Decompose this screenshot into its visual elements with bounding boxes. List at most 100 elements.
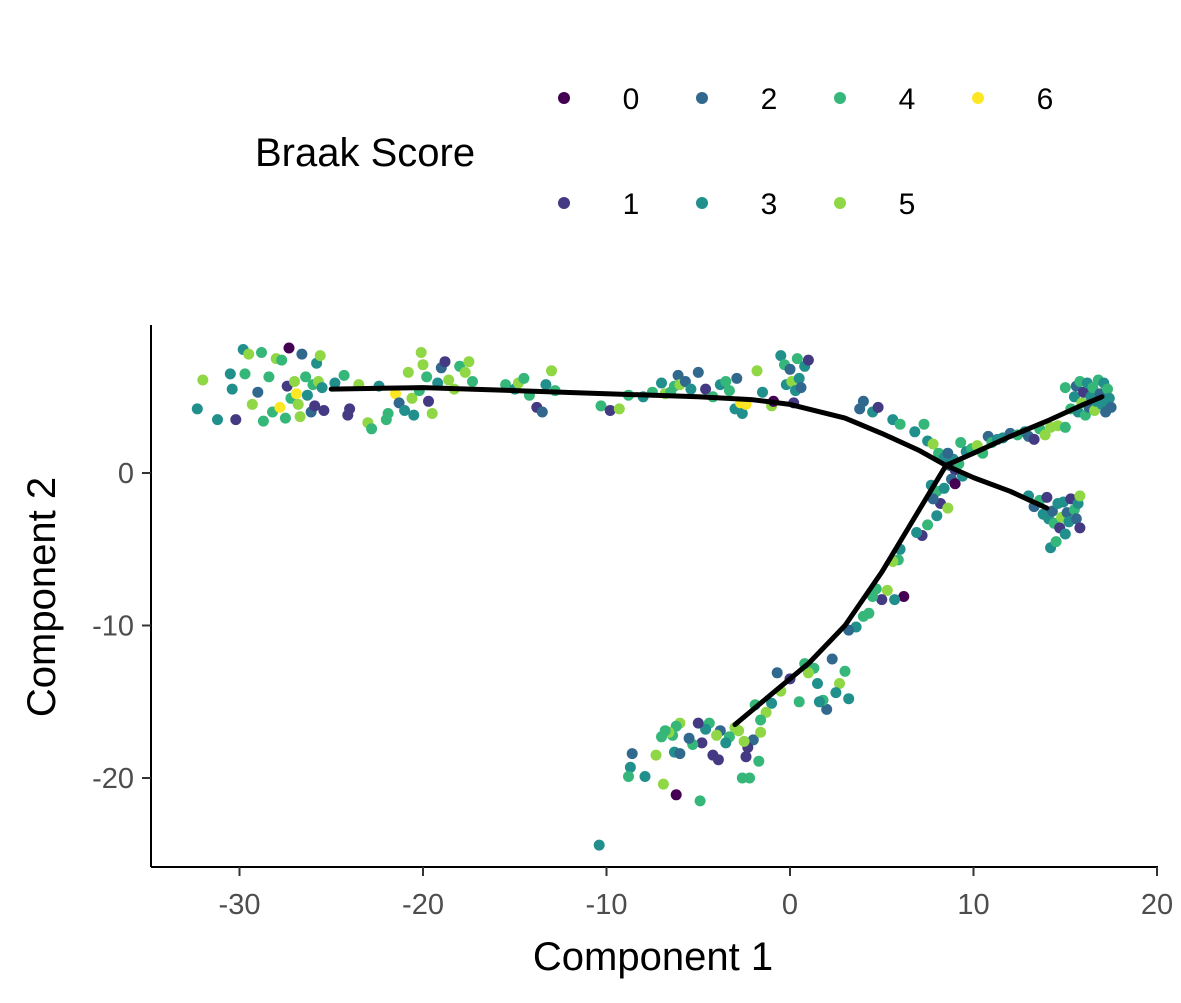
data-point xyxy=(289,376,300,387)
data-point xyxy=(626,748,638,760)
data-point xyxy=(329,377,341,389)
legend-swatch-5 xyxy=(834,197,846,209)
data-point xyxy=(191,403,203,415)
data-point xyxy=(467,376,478,387)
data-point xyxy=(338,369,350,381)
data-point xyxy=(415,347,427,358)
data-point xyxy=(1059,528,1071,540)
data-point xyxy=(292,398,304,410)
data-point xyxy=(212,414,223,426)
data-point xyxy=(224,368,236,380)
legend-label-5: 5 xyxy=(899,188,916,221)
data-point xyxy=(540,379,552,391)
data-point xyxy=(246,398,258,410)
y-axis-ticks: 0 -10 -20 xyxy=(92,458,151,795)
data-point xyxy=(243,348,255,360)
data-point xyxy=(279,412,291,424)
data-point xyxy=(694,795,706,807)
data-point xyxy=(747,734,759,746)
data-point xyxy=(720,376,732,387)
data-point xyxy=(518,372,530,384)
data-point xyxy=(898,591,910,602)
data-point xyxy=(309,400,321,412)
data-point xyxy=(263,371,275,383)
x-axis-title: Component 1 xyxy=(533,935,773,979)
data-point xyxy=(872,401,884,413)
data-point xyxy=(755,714,767,726)
data-point xyxy=(402,366,414,378)
data-point xyxy=(740,751,752,763)
legend-label-1: 1 xyxy=(623,188,640,221)
data-point xyxy=(821,703,833,715)
legend-entries: 0 1 2 3 4 5 6 xyxy=(558,83,1053,221)
data-point xyxy=(613,403,625,415)
data-point xyxy=(239,368,251,380)
data-point xyxy=(670,789,682,801)
data-point xyxy=(256,347,267,358)
data-point xyxy=(830,687,842,699)
data-point xyxy=(546,365,557,377)
data-point xyxy=(757,386,768,398)
data-point xyxy=(657,778,669,790)
data-point xyxy=(720,737,732,749)
data-point xyxy=(604,405,616,416)
data-point xyxy=(795,382,807,394)
data-point xyxy=(344,403,356,415)
data-point xyxy=(301,389,313,401)
data-point xyxy=(382,408,394,419)
data-point xyxy=(639,771,651,782)
data-point xyxy=(650,749,662,761)
data-point xyxy=(942,447,954,459)
data-point xyxy=(623,771,634,782)
x-tick-label: 20 xyxy=(1141,889,1173,921)
data-point xyxy=(1102,383,1113,395)
data-point xyxy=(692,717,704,729)
data-point xyxy=(399,405,411,416)
y-tick-label: -10 xyxy=(92,611,134,643)
data-point xyxy=(712,754,724,766)
data-point xyxy=(408,409,420,421)
data-point xyxy=(274,401,286,413)
data-point xyxy=(1059,382,1071,394)
data-point xyxy=(1074,522,1086,534)
data-point xyxy=(766,697,778,709)
data-point xyxy=(393,397,405,409)
legend-label-2: 2 xyxy=(761,83,778,116)
data-point xyxy=(679,376,691,387)
data-point xyxy=(674,748,686,760)
x-axis-ticks: -30 -20 -10 0 10 20 xyxy=(219,867,1173,921)
y-axis-title: Component 2 xyxy=(20,477,64,717)
legend-swatch-4 xyxy=(834,92,846,104)
data-point xyxy=(276,354,288,366)
data-point xyxy=(683,732,695,744)
data-point xyxy=(670,720,682,732)
data-point xyxy=(417,359,429,371)
data-point xyxy=(791,353,803,365)
data-point xyxy=(696,737,708,749)
data-point xyxy=(843,693,855,705)
data-point xyxy=(439,356,451,368)
data-point xyxy=(793,372,805,384)
y-tick-label: -20 xyxy=(92,763,134,795)
trajectory-upper-right-branch xyxy=(943,394,1105,468)
data-point xyxy=(692,366,704,378)
data-point xyxy=(736,408,748,419)
x-tick-label: 10 xyxy=(957,889,989,921)
data-point xyxy=(656,377,667,389)
points-layer xyxy=(191,342,1117,851)
data-point xyxy=(1041,491,1053,503)
data-point xyxy=(423,395,434,407)
data-point xyxy=(1046,505,1058,517)
data-point xyxy=(290,388,302,400)
data-point xyxy=(771,667,783,679)
legend-label-6: 6 xyxy=(1037,83,1054,116)
data-point xyxy=(593,839,605,851)
data-point xyxy=(656,731,667,743)
data-point xyxy=(1070,513,1082,525)
data-point xyxy=(938,482,950,494)
data-point xyxy=(857,610,869,622)
legend-title: Braak Score xyxy=(255,131,475,175)
data-point xyxy=(918,418,930,430)
data-point xyxy=(784,363,796,375)
